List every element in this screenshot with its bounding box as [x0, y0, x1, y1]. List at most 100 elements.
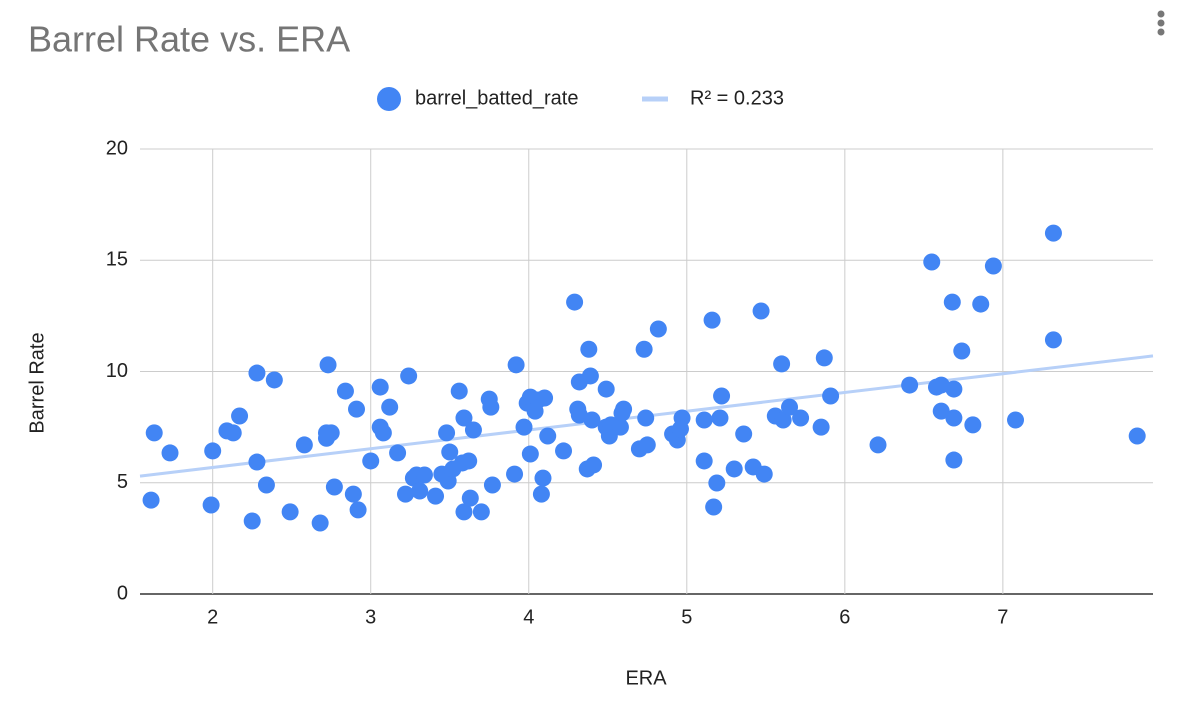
x-tick-label: 2	[207, 606, 218, 628]
x-tick-label: 6	[839, 606, 850, 628]
x-tick-label: 7	[997, 606, 1008, 628]
point	[427, 487, 445, 505]
point	[142, 491, 160, 509]
point	[322, 424, 340, 442]
x-tick-label: 4	[523, 606, 534, 628]
point	[822, 387, 840, 405]
point	[441, 443, 459, 461]
point	[945, 380, 963, 398]
point	[248, 453, 266, 471]
point	[1007, 411, 1025, 429]
point	[455, 409, 473, 427]
point	[515, 418, 533, 436]
point	[752, 302, 770, 320]
point	[671, 420, 689, 438]
point	[755, 465, 773, 483]
legend-label: barrel_batted_rate	[415, 87, 578, 109]
point	[145, 424, 163, 442]
point	[389, 444, 407, 462]
point	[243, 512, 261, 530]
point	[381, 398, 399, 416]
point	[415, 466, 433, 484]
point	[472, 503, 490, 521]
point	[204, 442, 222, 460]
point	[371, 378, 389, 396]
point	[539, 427, 557, 445]
point	[792, 409, 810, 427]
point	[964, 416, 982, 434]
point	[705, 498, 723, 516]
point	[161, 444, 179, 462]
point	[972, 295, 990, 313]
point	[953, 342, 971, 360]
point	[615, 400, 633, 418]
point	[534, 469, 552, 487]
point	[374, 424, 392, 442]
point	[581, 367, 599, 385]
menu-dot	[1157, 10, 1165, 18]
point	[703, 311, 721, 329]
point	[336, 382, 354, 400]
point	[1128, 427, 1146, 445]
point	[580, 340, 598, 358]
point	[945, 451, 963, 469]
point	[536, 389, 554, 407]
y-tick-label: 5	[117, 471, 128, 493]
point	[461, 489, 479, 507]
y-tick-label: 0	[117, 582, 128, 604]
point	[532, 485, 550, 503]
x-tick-label: 5	[681, 606, 692, 628]
point	[344, 485, 362, 503]
point	[923, 253, 941, 271]
point	[932, 402, 950, 420]
point	[483, 476, 501, 494]
point	[224, 424, 242, 442]
point	[450, 382, 468, 400]
y-tick-label: 15	[106, 249, 128, 271]
point	[597, 380, 615, 398]
point	[295, 436, 313, 454]
point	[713, 387, 731, 405]
point	[649, 320, 667, 338]
y-tick-label: 10	[106, 360, 128, 382]
legend-label: R² = 0.233	[690, 87, 784, 109]
point	[773, 355, 791, 373]
point	[464, 421, 482, 439]
y-tick-label: 20	[106, 137, 128, 159]
point	[311, 514, 329, 532]
point	[725, 460, 743, 478]
point	[943, 293, 961, 311]
point	[901, 376, 919, 394]
point	[812, 418, 830, 436]
point	[635, 340, 653, 358]
point	[566, 293, 584, 311]
point	[637, 409, 655, 427]
point	[231, 407, 249, 425]
x-tick-label: 3	[365, 606, 376, 628]
point	[1044, 331, 1062, 349]
point	[1044, 224, 1062, 242]
point	[438, 424, 456, 442]
point	[482, 398, 500, 416]
point	[396, 485, 414, 503]
point	[460, 452, 478, 470]
point	[735, 425, 753, 443]
point	[257, 476, 275, 494]
point	[411, 482, 429, 500]
point	[507, 356, 525, 374]
point	[711, 409, 729, 427]
point	[348, 400, 366, 418]
point	[585, 456, 603, 474]
point	[695, 411, 713, 429]
point	[555, 442, 573, 460]
menu-dot	[1157, 28, 1165, 36]
point	[708, 474, 726, 492]
point	[521, 445, 539, 463]
legend-marker	[377, 87, 401, 111]
menu-button[interactable]	[1157, 10, 1165, 36]
point	[265, 371, 283, 389]
point	[984, 257, 1002, 275]
x-axis-title: ERA	[625, 667, 667, 689]
